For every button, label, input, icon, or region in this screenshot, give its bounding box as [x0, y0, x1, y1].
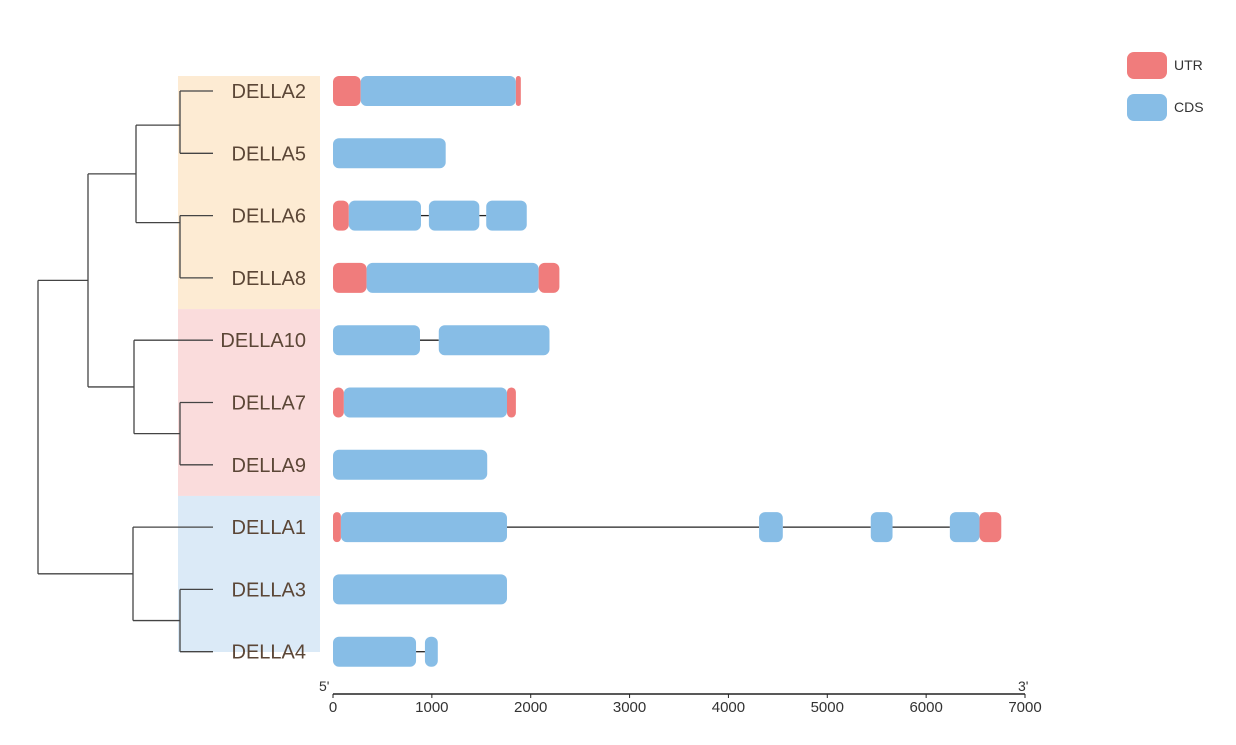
cds-segment	[759, 512, 783, 543]
cds-segment	[333, 138, 446, 169]
axis-tick-label: 5000	[811, 699, 844, 716]
gene-structure-della6	[333, 200, 527, 231]
axis-tick-label: 3000	[613, 699, 646, 716]
axis-tick-label: 4000	[712, 699, 745, 716]
gene-structure-della1	[333, 512, 1002, 543]
phylogenetic-tree	[37, 90, 213, 653]
utr-segment	[333, 76, 361, 106]
gene-label-della3: DELLA3	[232, 579, 307, 601]
gene-label-della6: DELLA6	[232, 206, 307, 228]
utr-segment	[333, 262, 367, 293]
clade-background-blue	[178, 495, 320, 652]
cds-segment	[424, 636, 438, 667]
gene-structure-della9	[333, 449, 488, 480]
gene-label-della2: DELLA2	[232, 81, 307, 103]
gene-structure-della8	[333, 262, 560, 293]
gene-structure-della2	[333, 76, 521, 106]
gene-label-della7: DELLA7	[232, 393, 307, 415]
cds-segment	[366, 262, 539, 293]
cds-segment	[333, 325, 420, 356]
utr-segment	[979, 512, 1002, 543]
length-axis: 5' 3' 0 1000 2000 3000 4000 5000 6000 7000	[319, 678, 1042, 716]
gene-label-della10: DELLA10	[220, 330, 306, 352]
legend-cds-label: CDS	[1174, 99, 1204, 115]
utr-segment	[538, 262, 560, 293]
axis-tick-label: 2000	[514, 699, 547, 716]
gene-structure-della3	[333, 574, 507, 605]
cds-segment	[333, 636, 417, 667]
cds-segment	[360, 76, 516, 106]
gene-structure-della5	[333, 138, 446, 169]
gene-structure-della10	[333, 325, 550, 356]
legend: UTR CDS	[1127, 52, 1204, 121]
axis-tick-label: 0	[329, 699, 337, 716]
axis-5-prime-label: 5'	[319, 678, 329, 694]
cds-segment	[340, 512, 507, 543]
axis-tick-label: 7000	[1008, 699, 1041, 716]
cds-segment	[333, 449, 488, 480]
gene-structure-della4	[333, 636, 438, 667]
utr-segment	[333, 512, 341, 543]
cds-segment	[438, 325, 550, 356]
gene-label-della5: DELLA5	[232, 143, 307, 165]
utr-segment	[506, 387, 516, 418]
axis-tick-label: 1000	[415, 699, 448, 716]
gene-labels: DELLA2 DELLA5 DELLA6 DELLA8 DELLA10 DELLA7 DEL…	[220, 81, 306, 664]
gene-label-della4: DELLA4	[232, 642, 307, 664]
gene-label-della8: DELLA8	[232, 268, 307, 290]
clade-background-orange	[178, 76, 320, 310]
gene-structures	[333, 76, 1002, 667]
cds-segment	[348, 200, 421, 231]
cds-segment	[428, 200, 480, 231]
cds-segment	[949, 512, 980, 543]
gene-structure-della7	[333, 387, 516, 418]
cds-segment	[486, 200, 527, 231]
gene-label-della9: DELLA9	[232, 455, 307, 477]
utr-segment	[333, 387, 344, 418]
cds-segment	[343, 387, 507, 418]
utr-segment	[333, 200, 349, 231]
cds-segment	[333, 574, 507, 605]
legend-utr-label: UTR	[1174, 57, 1203, 73]
axis-tick-label: 6000	[909, 699, 942, 716]
utr-segment	[515, 76, 521, 106]
axis-3-prime-label: 3'	[1018, 678, 1028, 694]
cds-segment	[870, 512, 893, 543]
gene-label-della1: DELLA1	[232, 517, 307, 539]
legend-cds-swatch	[1127, 94, 1167, 121]
legend-utr-swatch	[1127, 52, 1167, 79]
